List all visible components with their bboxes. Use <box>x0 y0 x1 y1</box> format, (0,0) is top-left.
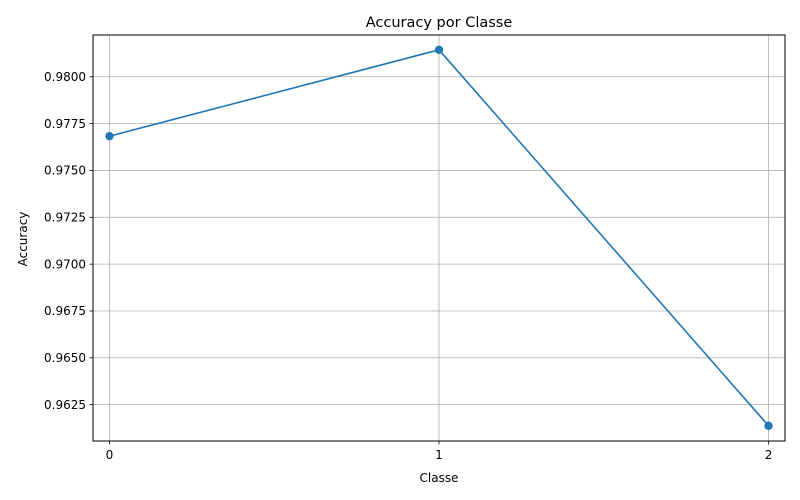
x-tick-label: 0 <box>106 448 114 462</box>
data-point <box>434 45 444 55</box>
x-tick-label: 2 <box>765 448 773 462</box>
y-axis-label: Accuracy <box>16 212 30 267</box>
data-point <box>105 131 114 141</box>
grid-lines <box>93 35 785 441</box>
y-tick-label: 0.9725 <box>44 210 86 224</box>
y-tick-label: 0.9650 <box>44 351 86 365</box>
y-tick-label: 0.9675 <box>44 304 86 318</box>
y-tick-label: 0.9775 <box>44 117 86 131</box>
series-layer <box>105 45 773 431</box>
axis-ticks: 0.9625 0.9650 0.9675 0.9700 0.9725 0.9750 0.97… <box>44 70 772 462</box>
x-tick-label: 1 <box>435 448 443 462</box>
y-tick-label: 0.9625 <box>44 398 86 412</box>
x-axis-label: Classe <box>420 471 459 485</box>
y-tick-label: 0.9750 <box>44 164 86 178</box>
y-tick-label: 0.9800 <box>44 70 86 84</box>
data-point <box>764 421 773 431</box>
y-tick-label: 0.9700 <box>44 257 86 271</box>
chart-title: Accuracy por Classe <box>366 15 513 31</box>
